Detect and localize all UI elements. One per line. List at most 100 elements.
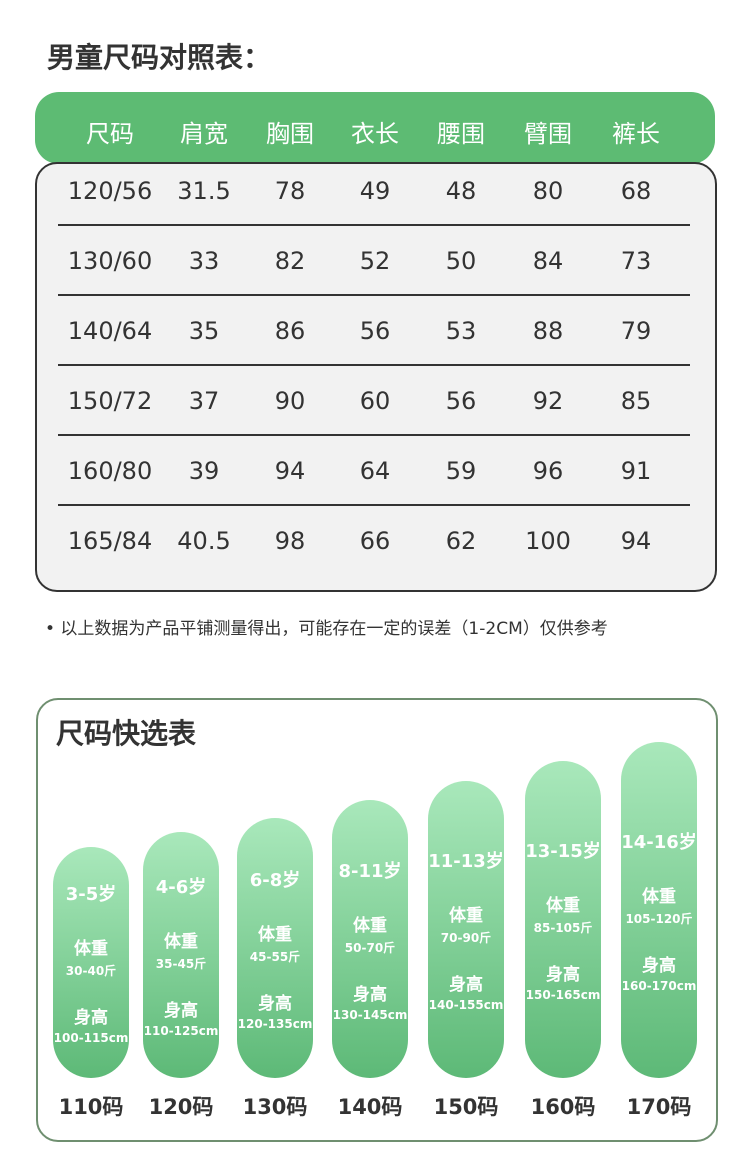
weight-label: 体重 [74,939,108,959]
age-range: 8-11岁 [338,860,402,882]
table-cell: 35 [188,317,220,345]
row-divider [58,224,690,226]
age-range: 14-16岁 [621,831,697,853]
table-cell: 33 [188,247,220,275]
weight-label: 体重 [449,906,483,926]
table-cell: 85 [620,387,652,415]
table-cell: 91 [620,457,652,485]
size-label: 160码 [530,1095,596,1119]
height-range: 100-115cm [53,1031,129,1045]
table-cell: 64 [359,457,391,485]
size-pill: 14-16岁 体重 105-120斤身高 160-170cm [621,742,697,1078]
weight-label: 体重 [164,931,198,952]
age-range: 6-8岁 [249,869,301,891]
weight-range: 85-105斤 [533,921,593,935]
table-cell: 79 [620,317,652,345]
height-range: 140-155cm [428,998,504,1012]
weight-label: 体重 [353,915,387,936]
weight-label: 体重 [258,924,292,945]
table-cell: 94 [274,457,306,485]
table-cell: 52 [359,247,391,275]
table-cell: 90 [274,387,306,415]
size-label: 120码 [148,1095,214,1119]
table-cell: 50 [445,247,477,275]
size-pill: 11-13岁 体重 70-90斤 身高 140-155cm [428,781,504,1078]
table-cell: 80 [532,177,564,205]
size-pill: 6-8岁 体重 45-55斤 身高 120-135cm [237,818,313,1078]
weight-range: 30-40斤 [65,964,117,978]
age-range: 3-5岁 [65,884,117,905]
table-cell: 68 [620,177,652,205]
table-cell: 78 [274,177,306,205]
height-label: 身高 [449,975,483,995]
table-cell: 39 [188,457,220,485]
table-cell: 59 [445,457,477,485]
table-cell: 66 [359,527,391,555]
height-range: 120-135cm [237,1016,313,1031]
height-label: 身高 [258,993,292,1014]
note: • 以上数据为产品平铺测量得出，可能存在一定的误差（1-2CM）仅供参考 [45,619,608,639]
age-range: 4-6岁 [155,876,207,898]
size-pill: 8-11岁体重 50-70斤身高 130-145cm [332,800,408,1078]
age-range: 13-15岁 [525,841,601,862]
table-cell: 165/84 [67,527,153,555]
size-pill: 13-15岁 体重 85-105斤身高 150-165cm [525,761,601,1078]
height-range: 130-145cm [332,1007,408,1022]
table-cell: 84 [532,247,564,275]
weight-range: 35-45斤 [155,956,207,971]
size-pill: 3-5岁体重 30-40斤身高 100-115cm [53,847,129,1078]
table-cell: 40.5 [177,527,231,555]
weight-range: 70-90斤 [440,931,492,945]
size-label: 170码 [626,1095,692,1119]
table-cell: 98 [274,527,306,555]
column-header: 腰围 [437,120,485,148]
table-cell: 140/64 [67,317,153,345]
height-label: 身高 [546,965,580,985]
weight-label: 体重 [642,886,676,907]
row-divider [58,434,690,436]
height-range: 110-125cm [143,1023,219,1038]
table-cell: 73 [620,247,652,275]
table-cell: 56 [359,317,391,345]
column-header: 衣长 [351,120,399,148]
table-cell: 53 [445,317,477,345]
table-cell: 60 [359,387,391,415]
table-header-bar [35,92,715,164]
column-header: 裤长 [612,120,660,148]
weight-range: 105-120斤 [625,911,693,926]
size-label: 150码 [433,1095,499,1119]
height-label: 身高 [642,955,676,976]
table-cell: 160/80 [67,457,153,485]
height-label: 身高 [353,984,387,1005]
height-label: 身高 [74,1008,108,1028]
column-header: 臂围 [524,120,572,148]
row-divider [58,294,690,296]
card-title: 尺码快选表 [56,717,197,750]
row-divider [58,504,690,506]
table-cell: 56 [445,387,477,415]
table-cell: 86 [274,317,306,345]
table-cell: 62 [445,527,477,555]
weight-label: 体重 [546,896,580,916]
table-cell: 130/60 [67,247,153,275]
height-label: 身高 [164,1000,198,1021]
table-cell: 48 [445,177,477,205]
size-label: 140码 [337,1095,403,1119]
size-pill: 4-6岁体重 35-45斤身高 110-125cm [143,832,219,1078]
weight-range: 50-70斤 [344,940,396,955]
page-title: 男童尺码对照表： [47,41,272,74]
table-cell: 94 [620,527,652,555]
table-cell: 96 [532,457,564,485]
height-range: 150-165cm [525,988,601,1002]
table-cell: 100 [525,527,571,555]
table-cell: 120/56 [67,177,153,205]
height-range: 160-170cm [621,978,697,993]
table-cell: 82 [274,247,306,275]
table-cell: 92 [532,387,564,415]
column-header: 肩宽 [180,120,228,148]
table-cell: 88 [532,317,564,345]
size-label: 110码 [58,1095,124,1119]
table-cell: 49 [359,177,391,205]
quick-select-card [36,698,718,1142]
